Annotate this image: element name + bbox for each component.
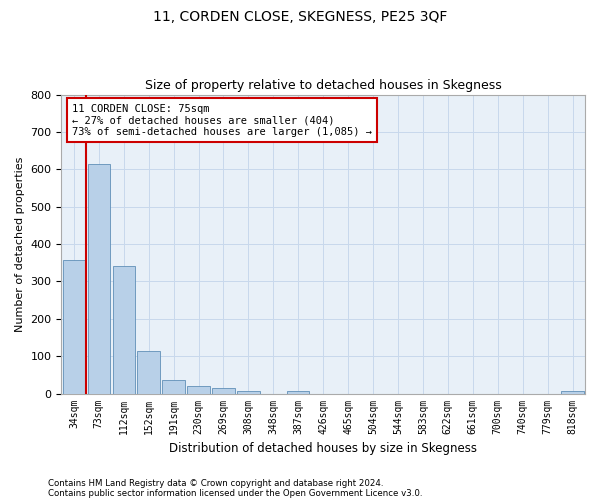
Bar [187,386,210,394]
Bar [113,266,135,394]
Bar [212,388,235,394]
Text: Contains public sector information licensed under the Open Government Licence v3: Contains public sector information licen… [48,488,422,498]
X-axis label: Distribution of detached houses by size in Skegness: Distribution of detached houses by size … [169,442,477,455]
Bar [287,390,310,394]
Bar [62,260,85,394]
Bar [237,390,260,394]
Title: Size of property relative to detached houses in Skegness: Size of property relative to detached ho… [145,79,502,92]
Y-axis label: Number of detached properties: Number of detached properties [15,156,25,332]
Text: Contains HM Land Registry data © Crown copyright and database right 2024.: Contains HM Land Registry data © Crown c… [48,478,383,488]
Text: 11, CORDEN CLOSE, SKEGNESS, PE25 3QF: 11, CORDEN CLOSE, SKEGNESS, PE25 3QF [153,10,447,24]
Bar [562,390,584,394]
Bar [163,380,185,394]
Bar [88,164,110,394]
Bar [137,352,160,394]
Text: 11 CORDEN CLOSE: 75sqm
← 27% of detached houses are smaller (404)
73% of semi-de: 11 CORDEN CLOSE: 75sqm ← 27% of detached… [72,104,372,136]
